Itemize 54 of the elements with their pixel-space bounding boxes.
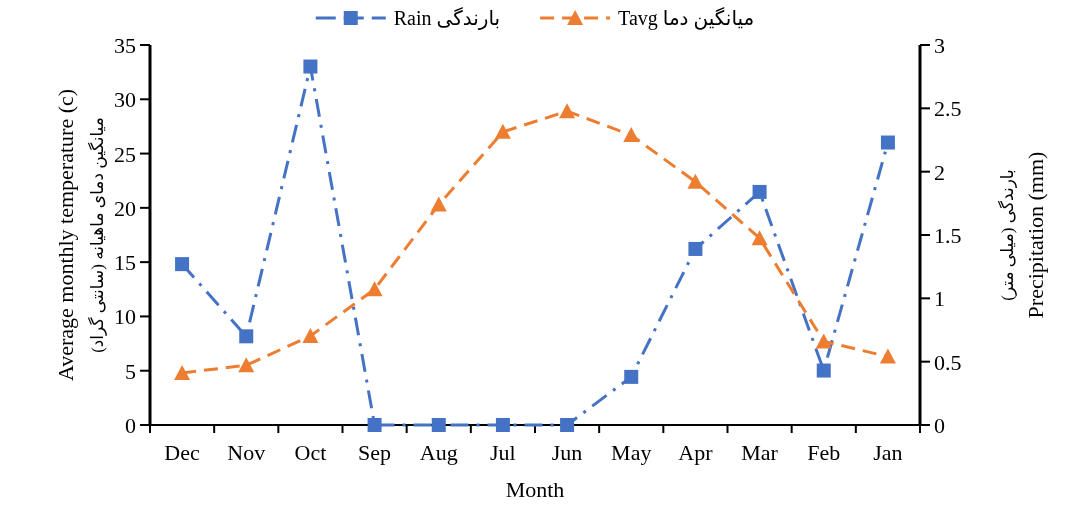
y-tick-label: 10 [114, 304, 136, 330]
point [687, 173, 704, 189]
y2-tick-label: 1 [934, 286, 945, 312]
x-tick-label: Aug [419, 440, 458, 465]
x-tick-label: Oct [294, 440, 327, 465]
point [880, 135, 895, 150]
x-tick-label: Jul [490, 440, 516, 465]
point [816, 363, 831, 378]
point [623, 127, 640, 143]
y2-tick-label: 0.5 [934, 349, 962, 375]
legend-label: Rain بارندگی [393, 7, 501, 30]
x-axis-title: Month [505, 477, 565, 502]
point [752, 184, 767, 199]
y2-tick-label: 2 [934, 159, 945, 185]
point [430, 196, 447, 212]
point [239, 329, 254, 344]
x-tick-label: Apr [678, 440, 714, 465]
x-tick-label: Mar [741, 440, 779, 465]
x-tick-label: Dec [164, 440, 201, 465]
y2-tick-label: 3 [934, 33, 945, 58]
y-tick-label: 0 [125, 413, 136, 438]
y2-tick-label: 1.5 [934, 223, 962, 248]
y-tick-label: 20 [114, 195, 136, 221]
point [303, 59, 318, 74]
point [302, 327, 319, 343]
y-tick-label: 30 [114, 87, 136, 113]
point [431, 418, 446, 432]
y-tick-label: 35 [114, 33, 136, 58]
point [559, 103, 576, 119]
y2-tick-label: 0 [934, 413, 945, 438]
point [366, 281, 383, 297]
x-tick-label: Nov [227, 440, 266, 465]
x-tick-label: May [611, 440, 652, 465]
y-tick-label: 15 [114, 250, 136, 276]
point [751, 230, 768, 246]
point [815, 333, 832, 349]
point [367, 418, 382, 432]
x-tick-label: Feb [807, 440, 841, 465]
point [560, 418, 575, 432]
point [175, 257, 190, 272]
point [624, 369, 639, 384]
point [238, 357, 255, 373]
point [495, 418, 510, 432]
point [688, 241, 703, 256]
y-tick-label: 5 [125, 358, 136, 384]
point [494, 123, 511, 139]
x-tick-label: Sep [358, 440, 392, 465]
y2-tick-label: 2.5 [934, 96, 962, 122]
point [879, 348, 896, 364]
point [174, 364, 191, 380]
legend-label: Tavg میانگین دما [618, 7, 755, 30]
y-tick-label: 25 [114, 141, 136, 167]
x-tick-label: Jun [551, 440, 583, 465]
x-tick-label: Jan [873, 440, 903, 465]
